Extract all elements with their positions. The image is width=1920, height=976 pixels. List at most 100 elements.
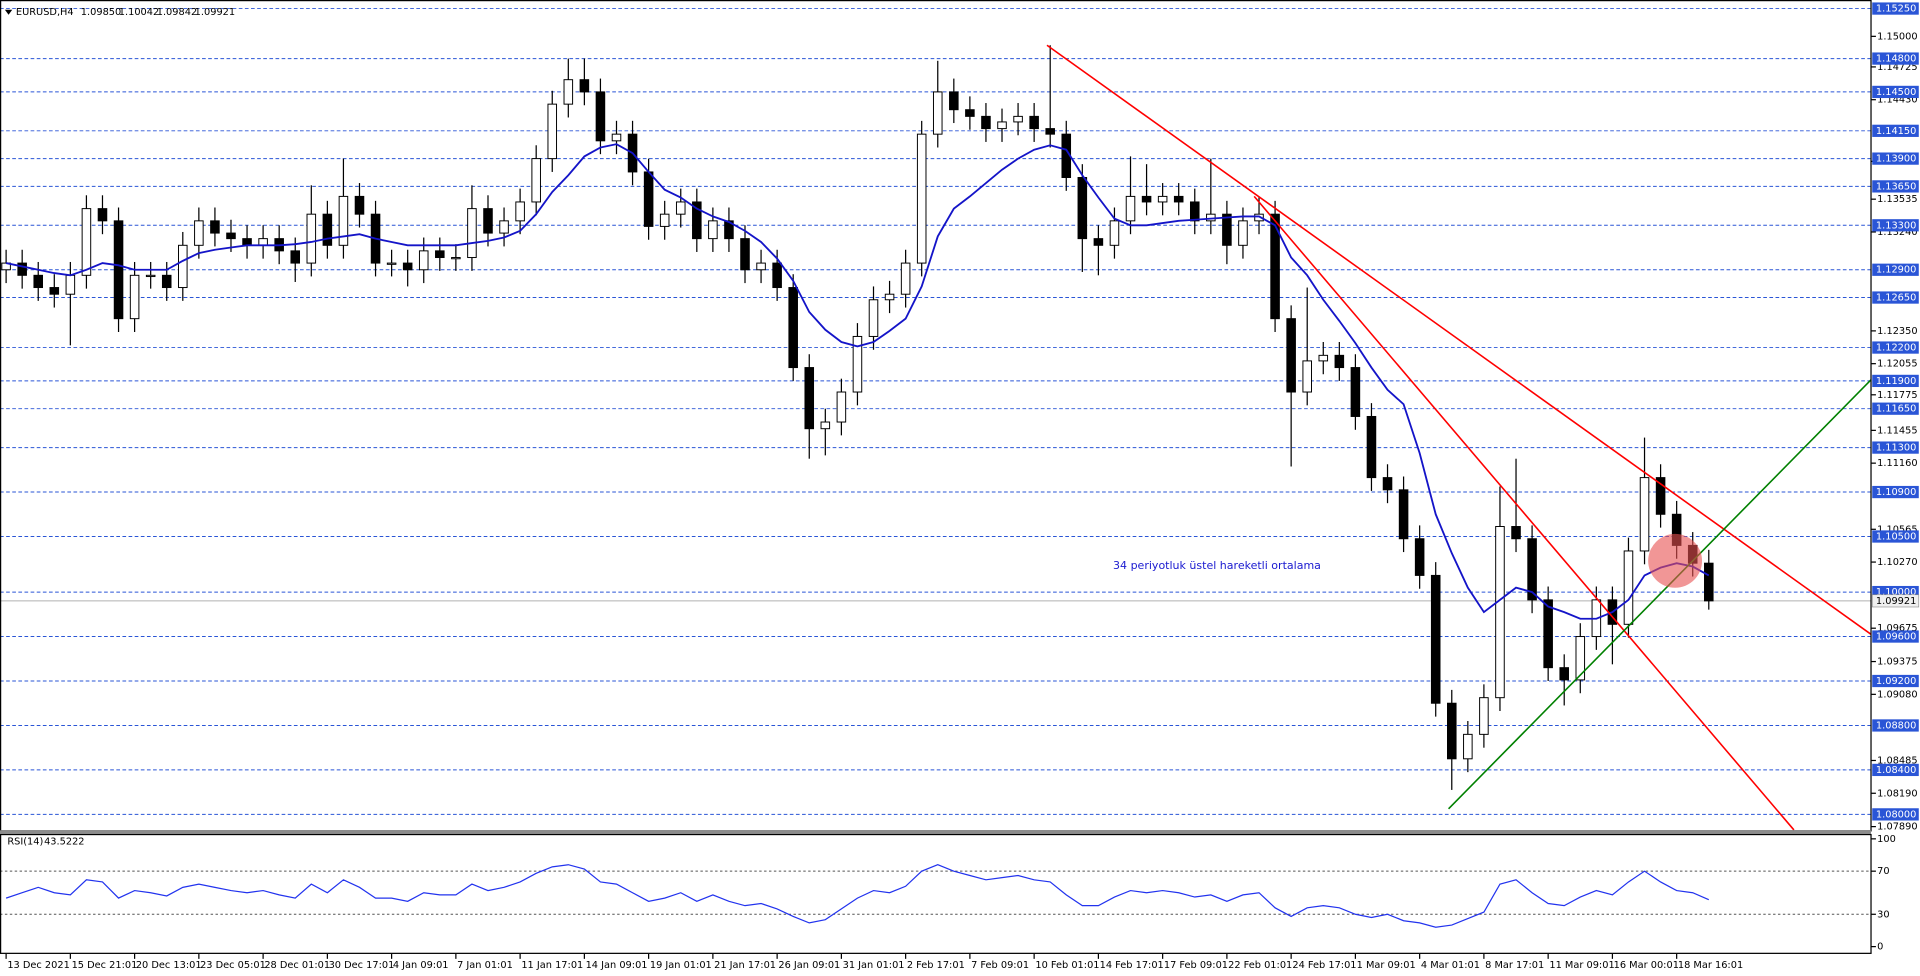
- trendline: [1447, 379, 1872, 810]
- candle-body: [33, 274, 44, 289]
- x-tick-label: 4 Mar 01:01: [1421, 960, 1480, 971]
- y-tick-label: 1.08190: [1877, 788, 1917, 799]
- candle-body: [1318, 354, 1329, 362]
- candle-body: [1173, 195, 1184, 203]
- candle-body: [563, 79, 574, 105]
- candle-body: [1302, 360, 1312, 393]
- candle-body: [643, 171, 654, 227]
- y-tick-label: 1.10270: [1877, 557, 1917, 568]
- candle-body: [65, 274, 76, 295]
- candle-body: [161, 274, 172, 289]
- rsi-name: RSI(14): [7, 836, 43, 847]
- candle-body: [81, 208, 92, 276]
- level-label-box: [1872, 763, 1919, 777]
- candle-body: [1366, 415, 1377, 479]
- x-tick-label: 7 Jan 01:01: [457, 960, 513, 971]
- x-tick-label: 30 Dec 17:01: [329, 960, 395, 971]
- x-tick-label: 21 Jan 17:01: [714, 960, 776, 971]
- highlight-circle: [1648, 533, 1703, 588]
- candle-body: [852, 335, 863, 393]
- candle-body: [868, 299, 879, 337]
- panel-separator: [0, 830, 1872, 834]
- x-tick-label: 26 Jan 09:01: [778, 960, 840, 971]
- level-label-box: [1872, 719, 1919, 732]
- candle-body: [547, 103, 558, 160]
- symbol: EURUSD,H4: [16, 7, 74, 18]
- level-label: 1.11650: [1876, 404, 1916, 415]
- y-tick-label: 1.11775: [1877, 390, 1917, 401]
- level-label: 1.14500: [1876, 87, 1916, 98]
- level-label: 1.13300: [1876, 220, 1916, 231]
- trendline: [1253, 195, 1795, 831]
- candle-body: [740, 238, 750, 271]
- candle-body: [113, 220, 124, 320]
- x-tick-label: 31 Jan 01:01: [843, 960, 905, 971]
- level-label: 1.09600: [1876, 632, 1916, 643]
- candle-body: [756, 262, 766, 271]
- candle-body: [932, 91, 943, 135]
- rsi-y-tick-label: 70: [1877, 866, 1889, 877]
- header-high: 1.10042: [119, 7, 159, 18]
- candle-body: [49, 287, 60, 295]
- menu-triangle: [4, 9, 13, 15]
- y-tick-label: 1.15000: [1877, 31, 1917, 42]
- candle-body: [129, 274, 140, 320]
- x-tick-label: 7 Feb 09:01: [971, 960, 1029, 971]
- level-label-box: [1872, 124, 1919, 137]
- level-label-box: [1872, 374, 1919, 388]
- candle-body: [17, 262, 27, 276]
- level-label: 1.11900: [1876, 376, 1916, 387]
- y-tick-label: 1.08485: [1877, 755, 1917, 766]
- x-tick-label: 13 Dec 2021: [7, 960, 69, 971]
- x-tick-label: 24 Feb 17:01: [1292, 960, 1356, 971]
- current-price-label: 1.09921: [1876, 596, 1916, 607]
- level-label-box: [1872, 152, 1919, 165]
- header-low: 1.09842: [157, 7, 197, 18]
- candle-body: [1655, 477, 1666, 515]
- candle-body: [981, 115, 991, 130]
- candle-body: [322, 213, 333, 246]
- rsi-frame: [0, 833, 1872, 954]
- x-tick-label: 16 Mar 00:01: [1614, 960, 1679, 971]
- x-tick-label: 14 Feb 17:01: [1100, 960, 1164, 971]
- x-tick-label: 11 Mar 09:01: [1549, 960, 1614, 971]
- x-tick-label: 17 Feb 09:01: [1164, 960, 1228, 971]
- x-tick-label: 28 Dec 01:01: [264, 960, 330, 971]
- x-tick-label: 4 Jan 09:01: [393, 960, 449, 971]
- candle-body: [1704, 562, 1714, 602]
- y-tick-label: 1.14725: [1877, 62, 1917, 73]
- candle-body: [354, 195, 365, 215]
- candle-body: [1495, 526, 1505, 699]
- rsi-y-tick-label: 30: [1877, 909, 1889, 920]
- level-label-box: [1872, 441, 1919, 454]
- level-label-box: [1872, 85, 1919, 99]
- y-tick-label: 1.13240: [1877, 227, 1917, 238]
- candle-body: [531, 158, 541, 203]
- candle-body: [499, 220, 509, 234]
- rsi-value: 43.5222: [44, 836, 84, 847]
- candle-body: [306, 213, 317, 264]
- y-tick-label: 1.12055: [1877, 359, 1917, 370]
- candle-body: [1125, 195, 1136, 222]
- y-tick-label: 1.10565: [1877, 524, 1917, 535]
- header-close: 1.09921: [195, 7, 235, 18]
- level-label: 1.12200: [1876, 343, 1916, 354]
- candle-body: [1350, 367, 1361, 417]
- candle-body: [1447, 702, 1457, 760]
- candle-body: [1463, 733, 1473, 760]
- x-tick-label: 15 Dec 21:01: [72, 960, 138, 971]
- y-tick-label: 1.13535: [1877, 194, 1917, 205]
- level-label-box: [1872, 2, 1919, 15]
- level-label: 1.12650: [1876, 293, 1916, 304]
- candle-body: [659, 213, 670, 227]
- candle-body: [1157, 195, 1168, 203]
- candle-body: [451, 257, 461, 260]
- x-tick-label: 20 Dec 13:01: [136, 960, 202, 971]
- level-label: 1.08800: [1876, 720, 1916, 731]
- y-tick-label: 1.09675: [1877, 623, 1917, 634]
- candle-body: [338, 195, 349, 246]
- candle-body: [836, 391, 847, 423]
- header-open: 1.09850: [81, 7, 121, 18]
